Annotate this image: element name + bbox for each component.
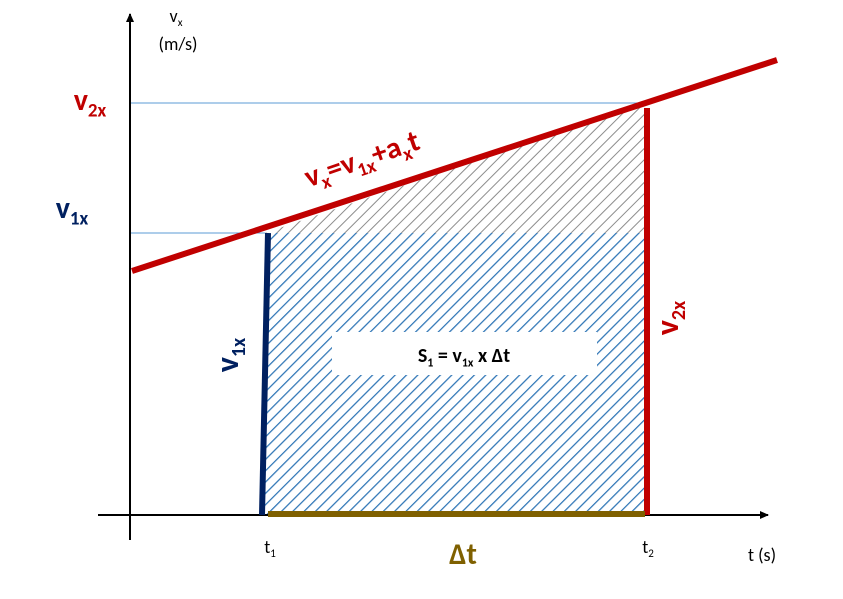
- t2-label: t2: [642, 536, 654, 560]
- subscript: 2: [648, 547, 654, 560]
- y-unit-label: (m/s): [159, 33, 198, 55]
- subscript: 2x: [667, 300, 691, 320]
- text-part: Δt: [449, 536, 477, 573]
- v1x-segment: [259, 232, 271, 516]
- y-axis-label: vx: [170, 5, 183, 29]
- subscript: 1: [270, 547, 276, 560]
- subscript: 1: [427, 356, 433, 370]
- text-part: v: [74, 82, 89, 119]
- text-part: v: [648, 320, 687, 335]
- subscript: 1x: [462, 356, 474, 370]
- v2x-side-label: v2x: [648, 300, 691, 335]
- t1-label: t1: [264, 536, 276, 560]
- area-label: S1 = v1x x Δt: [418, 344, 510, 370]
- text-part: S: [418, 344, 427, 368]
- text-part: t: [264, 536, 270, 558]
- text-part: v: [208, 357, 247, 372]
- subscript: x: [178, 16, 183, 29]
- delta-t-label: Δt: [449, 536, 477, 573]
- velocity-line: [131, 57, 778, 274]
- text-part: v: [170, 5, 178, 27]
- v1x-axis-label: v1x: [56, 190, 89, 231]
- subscript: 2x: [88, 100, 107, 123]
- text-part: v: [56, 190, 71, 227]
- text-part: = v: [433, 344, 462, 368]
- text-part: (m/s): [159, 33, 198, 55]
- text-part: x Δt: [473, 344, 510, 368]
- subscript: 1x: [70, 208, 89, 231]
- subscript: 1x: [227, 337, 251, 357]
- x-axis-label: t (s): [748, 544, 776, 566]
- formula-box: [332, 332, 597, 375]
- text-part: t: [642, 536, 648, 558]
- v2x-axis-label: v2x: [74, 82, 107, 123]
- text-part: t (s): [748, 544, 776, 566]
- v1x-side-label: v1x: [208, 337, 251, 372]
